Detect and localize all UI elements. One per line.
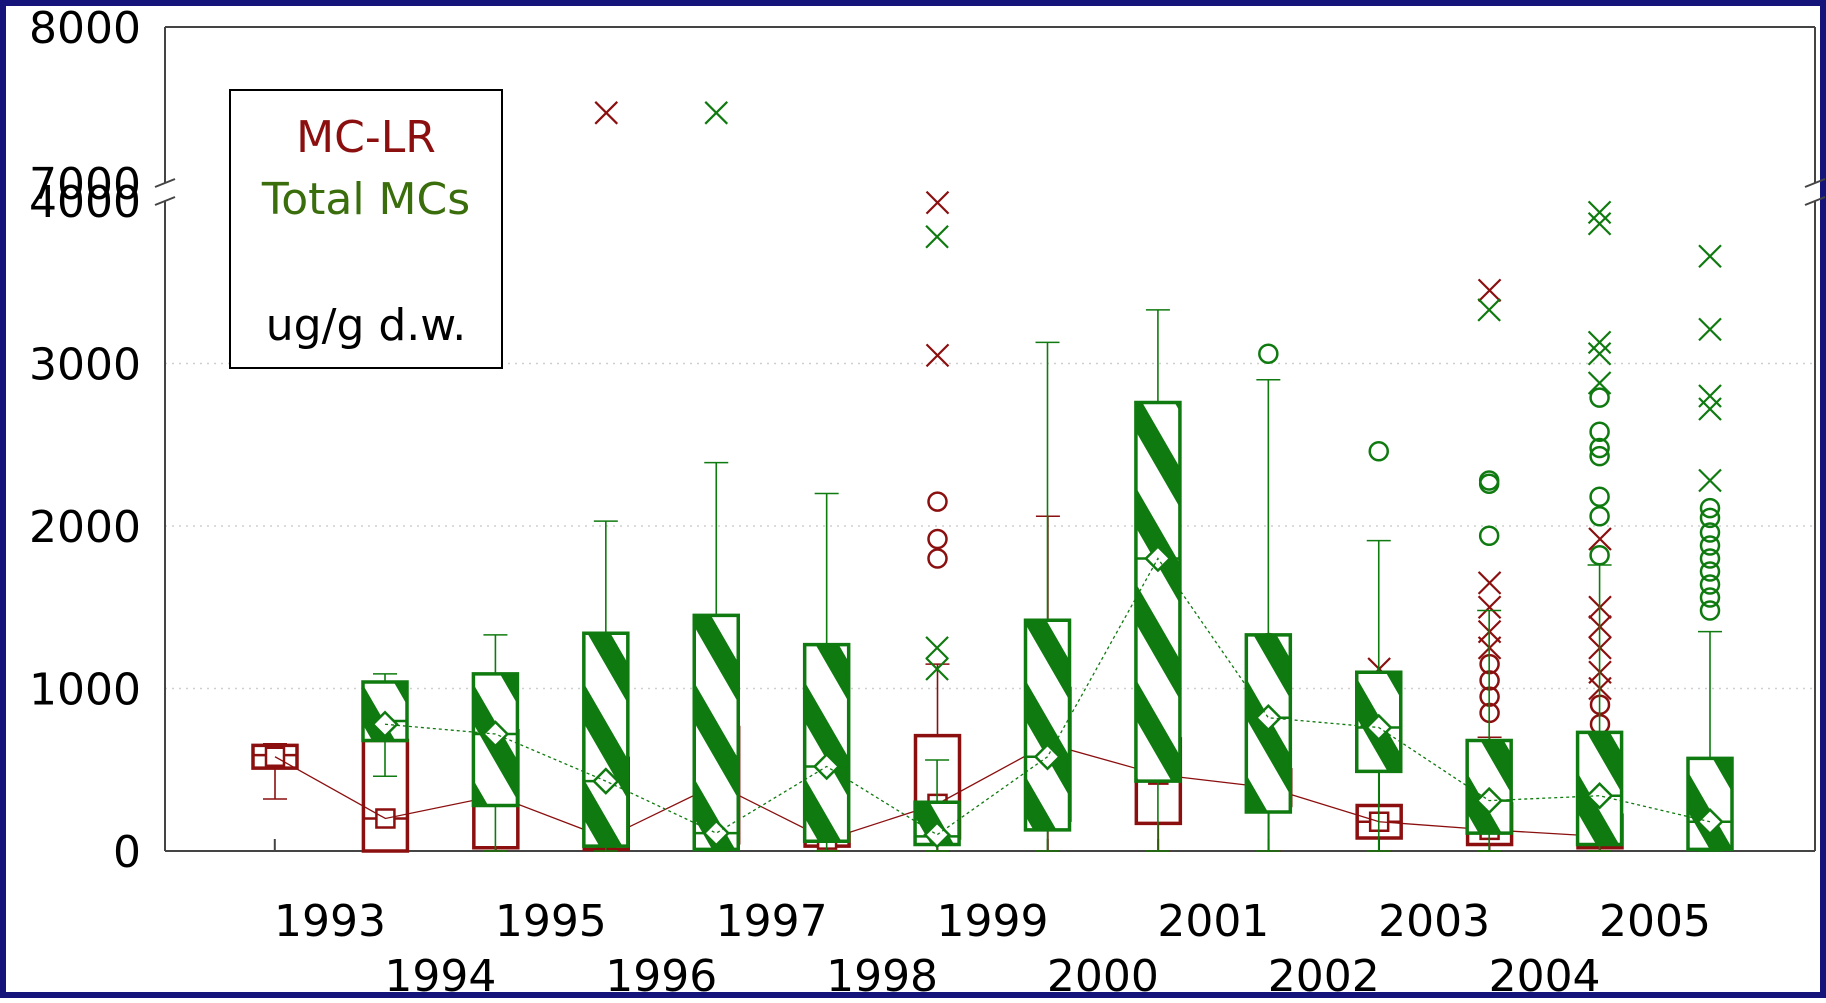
outlier-x xyxy=(1477,571,1502,595)
x-tick-label: 1999 xyxy=(937,896,1049,947)
y-tick-label: 8000 xyxy=(29,3,141,54)
outlier-x xyxy=(704,101,729,125)
outlier-x xyxy=(594,101,619,125)
box-total-mcs xyxy=(802,642,851,843)
outlier-circle xyxy=(1699,497,1721,519)
y-tick-label: 4000 xyxy=(29,177,141,228)
outlier-x xyxy=(1588,527,1612,551)
y-tick-label: 7000 xyxy=(29,159,141,210)
outlier-x xyxy=(1477,595,1502,620)
outlier-circle xyxy=(1589,486,1610,507)
mean-marker xyxy=(923,820,951,849)
outlier-circle xyxy=(1699,600,1721,621)
outlier-x xyxy=(1698,468,1722,493)
outlier-circle xyxy=(1699,587,1721,608)
x-tick-label: 2004 xyxy=(1489,951,1601,998)
outlier-circle xyxy=(1699,548,1721,569)
outlier-circle xyxy=(1478,470,1500,491)
outlier-circle xyxy=(1258,343,1279,364)
x-tick-label: 1996 xyxy=(605,951,717,998)
mean-marker xyxy=(1254,703,1283,732)
outlier-x xyxy=(1587,341,1612,366)
outlier-circle xyxy=(1589,421,1610,442)
box-total-mcs xyxy=(582,631,630,848)
legend-mclr: MC-LR xyxy=(296,112,436,163)
outlier-x xyxy=(1587,200,1612,225)
y-tick-label: 3000 xyxy=(29,340,141,391)
outlier-x xyxy=(1587,371,1612,395)
outlier-circle xyxy=(1699,507,1721,529)
x-tick-label: 1995 xyxy=(495,896,607,947)
axis-break-mark xyxy=(154,178,176,188)
outlier-x xyxy=(1477,298,1501,322)
outlier-x xyxy=(1698,317,1722,342)
outlier-x xyxy=(1587,211,1612,236)
legend-total-mcs: Total MCs xyxy=(261,174,470,225)
outlier-circle xyxy=(927,528,948,550)
y-tick-label: 2000 xyxy=(29,502,141,553)
outlier-circle xyxy=(1699,574,1721,595)
outlier-circle xyxy=(1589,506,1610,527)
x-tick-label: 2000 xyxy=(1047,951,1159,998)
outlier-x xyxy=(925,657,949,681)
outlier-circle xyxy=(1368,441,1389,462)
outlier-x xyxy=(925,224,949,249)
y-tick-label: 1000 xyxy=(29,665,141,716)
outlier-circle xyxy=(1589,387,1610,408)
outlier-x xyxy=(925,343,950,368)
x-tick-label: 2002 xyxy=(1268,951,1380,998)
box-total-mcs xyxy=(1575,730,1624,847)
outlier-x xyxy=(1698,244,1722,269)
outlier-x xyxy=(925,190,950,215)
outlier-circle xyxy=(1589,445,1610,467)
outlier-circle xyxy=(1589,437,1610,459)
x-tick-label: 1997 xyxy=(716,896,828,947)
axis-break-mark xyxy=(1804,178,1826,188)
tick-labels: 0100020003000400070008000199319941995199… xyxy=(29,3,1711,1002)
outlier-x xyxy=(1587,330,1612,355)
x-tick-label: 1998 xyxy=(826,951,938,998)
box-total-mcs xyxy=(1465,738,1513,835)
outlier-circle xyxy=(1699,522,1721,543)
x-tick-label: 2001 xyxy=(1157,896,1269,947)
axis-break-mark xyxy=(154,196,176,206)
x-tick-label: 2005 xyxy=(1599,896,1711,947)
mean-marker xyxy=(1585,781,1614,810)
x-tick-label: 2003 xyxy=(1378,896,1490,947)
outlier-circle xyxy=(927,548,948,569)
outlier-x xyxy=(1698,397,1722,421)
y-tick-label: 0 xyxy=(113,827,141,878)
series-total-mcs xyxy=(361,101,1734,852)
axis-break-mark xyxy=(1804,196,1826,206)
outlier-circle xyxy=(1589,545,1610,566)
box-total-mcs xyxy=(1023,618,1072,832)
series-layer xyxy=(251,101,1734,853)
outlier-x xyxy=(1698,384,1722,408)
outlier-circle xyxy=(1699,535,1721,556)
outlier-x xyxy=(1477,278,1502,303)
outlier-circle xyxy=(927,491,948,512)
legend-unit: ug/g d.w. xyxy=(266,300,466,351)
box-total-mcs xyxy=(1686,756,1734,852)
box-mclr xyxy=(361,738,410,853)
x-tick-label: 1994 xyxy=(384,951,496,998)
outlier-circle xyxy=(1699,561,1721,582)
outlier-x xyxy=(925,636,949,660)
box-total-mcs xyxy=(692,613,740,852)
grid-lines xyxy=(165,362,1815,690)
box-total-mcs xyxy=(1134,400,1182,783)
mean-trend-line xyxy=(384,557,1711,836)
legend-box: MC-LR Total MCs ug/g d.w. xyxy=(229,89,503,369)
outlier-circle xyxy=(1478,525,1500,546)
x-tick-label: 1993 xyxy=(274,896,386,947)
